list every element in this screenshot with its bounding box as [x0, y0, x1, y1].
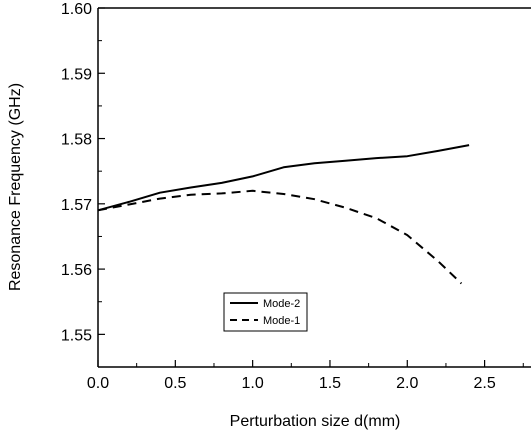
y-tick-label: 1.55	[61, 327, 92, 344]
y-axis-label: Resonance Frequency (GHz)	[7, 83, 24, 291]
x-axis-label: Perturbation size d(mm)	[230, 413, 401, 430]
x-tick-label: 0.5	[164, 375, 186, 392]
legend-label-mode-2: Mode-2	[263, 298, 300, 310]
y-tick-label: 1.60	[61, 1, 92, 18]
x-tick-label: 0.0	[87, 375, 109, 392]
x-tick-label: 2.5	[473, 375, 495, 392]
series-layer	[97, 144, 470, 285]
x-tick-label: 2.0	[396, 375, 418, 392]
plot-frame	[97, 7, 531, 368]
legend-label-mode-1: Mode-1	[263, 315, 300, 327]
x-tick-label: 1.5	[319, 375, 341, 392]
y-tick-label: 1.57	[61, 197, 92, 214]
series-line-mode-1	[97, 189, 463, 285]
y-tick-label: 1.58	[61, 132, 92, 149]
legend-box	[223, 292, 308, 332]
series-line-mode-2	[97, 144, 470, 212]
legend: Mode-2 Mode-1	[223, 292, 308, 332]
x-axis-ticks: 0.0 0.5 1.0 1.5 2.0 2.5	[87, 360, 524, 392]
y-tick-label: 1.56	[61, 262, 92, 279]
x-tick-label: 1.0	[242, 375, 264, 392]
y-tick-label: 1.59	[61, 66, 92, 83]
y-axis-ticks: 1.55 1.56 1.57 1.58 1.59 1.60	[61, 1, 105, 344]
